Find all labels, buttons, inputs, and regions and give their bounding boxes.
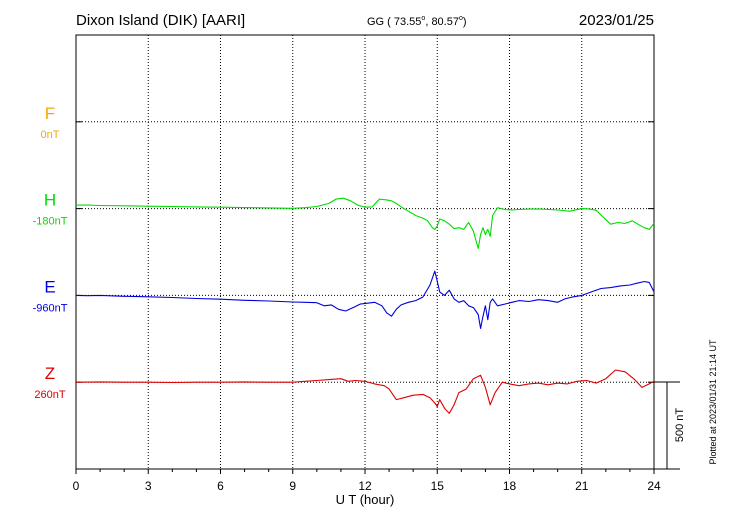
x-tick-label: 21 <box>575 479 589 493</box>
scale-bar: 500 nT <box>654 381 686 470</box>
x-tick-label: 18 <box>503 479 517 493</box>
channel-h-label: H <box>44 191 56 210</box>
date-label: 2023/01/25 <box>579 12 654 29</box>
ticks-layer: 0 3 6 9 12 15 18 21 24 <box>73 121 661 493</box>
series-layer <box>75 197 655 414</box>
coords-suffix: ) <box>463 16 467 28</box>
series-h-line <box>76 197 655 250</box>
channel-f-label: F <box>45 104 55 123</box>
x-tick-label: 12 <box>358 479 372 493</box>
channel-h-base: -180nT <box>33 216 68 228</box>
scale-bar-label: 500 nT <box>674 408 686 443</box>
channel-labels: F 0nT H -180nT E -960nT Z 260nT <box>33 104 68 401</box>
x-tick-label: 9 <box>289 479 296 493</box>
degree-sign-2: o <box>459 15 463 22</box>
x-tick-label: 15 <box>431 479 445 493</box>
x-tick-label: 0 <box>73 479 80 493</box>
series-e-line <box>75 270 655 329</box>
x-tick-label: 3 <box>145 479 152 493</box>
x-tick-label: 24 <box>647 479 661 493</box>
plotted-at-label: Plotted at 2023/01/31 21:14 UT <box>708 339 718 465</box>
coords-mid: , 80.57 <box>425 16 459 28</box>
series-z-line <box>75 369 655 414</box>
grid-layer <box>76 35 654 469</box>
channel-e-base: -960nT <box>33 302 68 314</box>
channel-z-label: Z <box>45 364 55 383</box>
coords-prefix: GG ( 73.55 <box>367 16 421 28</box>
channel-e-label: E <box>44 277 55 296</box>
channel-z-base: 260nT <box>34 389 65 401</box>
station-title: Dixon Island (DIK) [AARI] <box>76 12 245 29</box>
channel-f-base: 0nT <box>41 129 60 141</box>
coords-label: GG ( 73.55o, 80.57o) <box>367 15 467 28</box>
x-tick-label: 6 <box>217 479 224 493</box>
degree-sign-1: o <box>421 15 425 22</box>
x-axis-label: U T (hour) <box>336 492 395 507</box>
